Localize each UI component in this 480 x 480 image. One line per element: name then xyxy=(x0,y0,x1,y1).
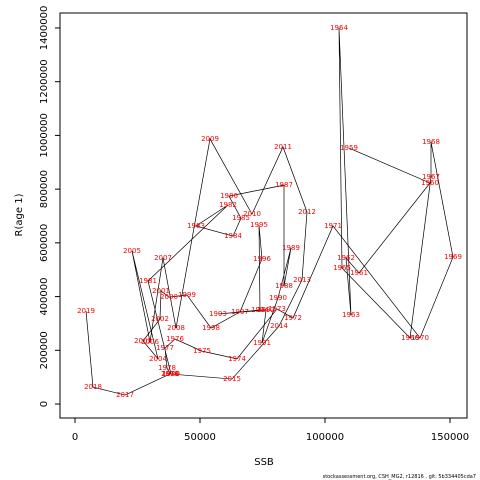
year-label: 1992 xyxy=(257,306,275,314)
year-label: 1968 xyxy=(422,138,440,146)
year-label: 1966 xyxy=(401,334,419,342)
year-label: 1980 xyxy=(162,370,180,378)
year-label: 1960 xyxy=(421,179,439,187)
year-label: 1994 xyxy=(251,306,269,314)
year-label: 2019 xyxy=(77,307,95,315)
y-tick-label: 400000 xyxy=(39,277,50,315)
year-label: 2003 xyxy=(134,337,152,345)
year-label: 1996 xyxy=(253,255,271,263)
year-label: 1970 xyxy=(411,334,429,342)
year-label: 1997 xyxy=(231,308,249,316)
year-label: 2001 xyxy=(152,287,170,295)
year-label: 1995 xyxy=(250,221,268,229)
year-label: 1959 xyxy=(340,144,358,152)
year-label: 2008 xyxy=(167,324,185,332)
year-label: 1972 xyxy=(284,314,302,322)
y-tick-label: 200000 xyxy=(39,331,50,369)
y-axis-label: R(age 1) xyxy=(14,193,25,236)
x-tick-label: 50000 xyxy=(184,432,216,443)
year-label: 2006 xyxy=(141,338,159,346)
year-label: 2002 xyxy=(151,315,169,323)
year-label: 2010 xyxy=(243,210,261,218)
year-label: 1963 xyxy=(342,311,360,319)
year-label: 1989 xyxy=(282,244,300,252)
y-tick-label: 600000 xyxy=(39,224,50,262)
year-label: 2017 xyxy=(116,391,134,399)
x-tick-label: 150000 xyxy=(431,432,469,443)
year-label: 2004 xyxy=(149,355,167,363)
year-label: 1991 xyxy=(253,339,271,347)
year-label: 2014 xyxy=(270,322,288,330)
year-label: 2007 xyxy=(154,254,172,262)
year-label: 1978 xyxy=(158,364,176,372)
y-tick-label: 1200000 xyxy=(39,59,50,104)
year-label: 1977 xyxy=(156,344,174,352)
year-label: 2009 xyxy=(201,135,219,143)
year-label: 1971 xyxy=(324,222,342,230)
year-label: 2000 xyxy=(160,293,178,301)
year-label: 1982 xyxy=(219,201,237,209)
year-label: 2015 xyxy=(223,375,241,383)
year-label: 1990 xyxy=(269,294,287,302)
year-label: 2016 xyxy=(161,370,179,378)
year-label: 1961 xyxy=(350,269,368,277)
y-tick-label: 1000000 xyxy=(39,113,50,158)
x-tick-label: 0 xyxy=(72,432,78,443)
x-axis-label: SSB xyxy=(254,457,274,468)
year-label: 1998 xyxy=(202,324,220,332)
y-tick-label: 1400000 xyxy=(39,6,50,51)
trajectory-line xyxy=(85,27,454,396)
year-label: 1975 xyxy=(193,347,211,355)
year-label: 1986 xyxy=(220,192,238,200)
year-label: 2018 xyxy=(84,383,102,391)
year-label: 2011 xyxy=(274,143,292,151)
year-label: 1983 xyxy=(187,222,205,230)
plot-frame xyxy=(59,12,468,419)
year-label: 1985 xyxy=(232,214,250,222)
y-tick-label: 0 xyxy=(39,401,50,407)
year-label: 2012 xyxy=(298,208,316,216)
year-label: 1969 xyxy=(444,253,462,261)
footer: stockassessment.org, CSH_MG2, r12816 , g… xyxy=(323,474,476,480)
year-label: 1993 xyxy=(209,310,227,318)
year-label: 1962 xyxy=(337,254,355,262)
year-label: 1999 xyxy=(178,291,196,299)
year-label: 1965 xyxy=(333,264,351,272)
year-label: 1974 xyxy=(228,355,246,363)
year-label: 1984 xyxy=(224,232,242,240)
year-label: 1964 xyxy=(330,24,348,32)
year-label: 1979 xyxy=(161,370,179,378)
year-label: 1981 xyxy=(139,277,157,285)
year-label: 2013 xyxy=(293,276,311,284)
year-label: 2005 xyxy=(123,247,141,255)
y-tick-label: 800000 xyxy=(39,170,50,208)
year-label: 1976 xyxy=(166,335,184,343)
x-tick-label: 100000 xyxy=(306,432,344,443)
year-label: 1988 xyxy=(275,282,293,290)
year-label: 1967 xyxy=(422,173,440,181)
year-label: 1987 xyxy=(275,181,293,189)
year-label: 1973 xyxy=(268,305,286,313)
